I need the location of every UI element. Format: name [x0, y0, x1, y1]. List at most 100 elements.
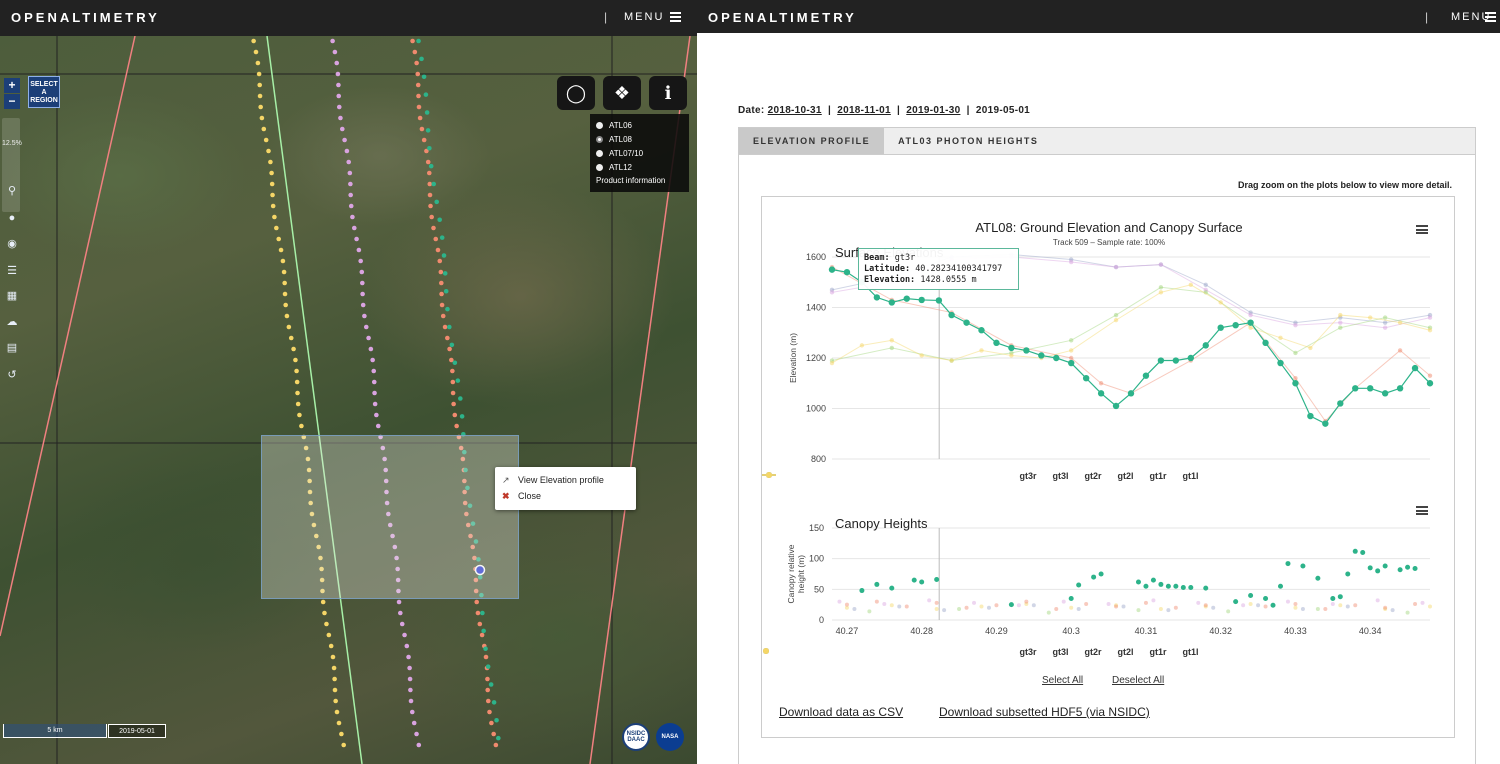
track-point: [268, 159, 273, 165]
legend-item-gt3l[interactable]: gt3l: [762, 471, 1068, 481]
track-point: [257, 82, 262, 88]
track-point: [336, 82, 341, 88]
cloud-icon[interactable]: ☁: [6, 316, 18, 328]
track-point: [269, 170, 274, 176]
chart-menu-icon[interactable]: [1416, 225, 1428, 234]
track-point: [442, 271, 448, 276]
product-option-atl08[interactable]: ATL08: [596, 132, 683, 146]
data-point-gt1l: [1024, 602, 1029, 607]
satellite-map[interactable]: + − SELECT A REGION 12.5% ⚲ ● ◉ ☰ ▦ ☁ ▤ …: [0, 36, 697, 764]
menu-button[interactable]: MENU: [1451, 11, 1492, 23]
zoom-slider[interactable]: [2, 118, 20, 212]
track-point: [414, 60, 419, 66]
data-point-gt3r: [1150, 577, 1156, 583]
product-option-atl06[interactable]: ATL06: [596, 118, 683, 132]
track-point: [284, 313, 290, 319]
reset-icon[interactable]: ↺: [7, 369, 17, 381]
select-region-button[interactable]: SELECT A REGION: [28, 76, 60, 108]
legend-item-gt1r[interactable]: gt1r: [762, 471, 1167, 481]
date-separator: |: [897, 105, 901, 116]
track-point: [399, 621, 405, 627]
track-point: [319, 577, 325, 583]
data-point-gt1l: [934, 606, 939, 611]
search-icon[interactable]: ⚲: [7, 185, 17, 197]
zoom-in-button[interactable]: +: [4, 78, 20, 93]
menu-button[interactable]: MENU: [624, 11, 665, 23]
track-point: [496, 735, 501, 741]
track-point: [390, 533, 395, 539]
brand-logo[interactable]: OPENALTIMETRY: [11, 10, 160, 25]
download-csv-link[interactable]: Download data as CSV: [779, 705, 904, 719]
track-point: [483, 646, 488, 652]
view-elevation-profile-option[interactable]: ↗ View Elevation profile: [502, 474, 604, 486]
track-point: [461, 449, 467, 455]
calendar-icon[interactable]: ▦: [6, 290, 18, 302]
data-point-gt1l: [979, 604, 984, 609]
selected-region-box[interactable]: [261, 435, 519, 599]
legend-item-gt2r[interactable]: gt2r: [762, 471, 1102, 481]
x-tick-label: 40.27: [836, 626, 859, 636]
pin-icon[interactable]: ●: [8, 212, 16, 224]
data-point-gt3r: [1412, 565, 1418, 571]
legend-label: gt2r: [1084, 471, 1102, 481]
data-point-gt3r: [1330, 596, 1336, 602]
globe-icon[interactable]: ◯: [557, 76, 595, 110]
legend-item-gt2l[interactable]: gt2l: [762, 471, 1134, 481]
track-point: [274, 225, 279, 231]
deselect-all-link[interactable]: Deselect All: [1112, 675, 1165, 686]
legend-item-gt1l[interactable]: gt1l: [762, 471, 1199, 481]
data-point-gt1r: [1069, 338, 1074, 343]
legend-item-gt1l[interactable]: gt1l: [763, 647, 1199, 657]
tags-icon[interactable]: ❖: [603, 76, 641, 110]
track-point: [419, 126, 425, 132]
track-point: [336, 93, 342, 99]
track-point: [255, 60, 261, 66]
close-option[interactable]: ✖ Close: [502, 490, 542, 502]
layers-icon[interactable]: ▤: [6, 342, 18, 354]
track-point: [347, 170, 353, 176]
legend-item-gt3l[interactable]: gt3l: [763, 647, 1068, 657]
product-option-atl07-10[interactable]: ATL07/10: [596, 146, 683, 160]
map-date[interactable]: 2019-05-01: [108, 724, 166, 738]
track-point: [439, 235, 445, 240]
data-point-gt2r: [1166, 608, 1171, 613]
track-point: [395, 566, 400, 572]
legend-item-gt3r[interactable]: gt3r: [763, 647, 1036, 657]
hamburger-icon[interactable]: [670, 12, 681, 22]
date-link[interactable]: 2018-11-01: [837, 105, 891, 116]
track-point: [297, 412, 302, 418]
profile-tabs: ELEVATION PROFILE ATL03 PHOTON HEIGHTS: [738, 127, 1476, 155]
download-hdf5-link[interactable]: Download subsetted HDF5 (via NSIDC): [939, 705, 1150, 719]
track-point: [450, 379, 456, 385]
tab-elevation-profile[interactable]: ELEVATION PROFILE: [739, 128, 885, 154]
target-icon[interactable]: ◉: [7, 238, 17, 250]
track-point: [452, 360, 458, 366]
tab-atl03-photon-heights[interactable]: ATL03 PHOTON HEIGHTS: [898, 136, 1039, 146]
legend-item-gt1r[interactable]: gt1r: [763, 647, 1167, 657]
track-point: [473, 539, 479, 544]
legend-item-gt2r[interactable]: gt2r: [763, 647, 1102, 657]
select-all-link[interactable]: Select All: [1042, 675, 1084, 686]
product-option-atl12[interactable]: ATL12: [596, 160, 683, 174]
legend-item-gt2l[interactable]: gt2l: [763, 647, 1134, 657]
track-point: [438, 280, 444, 286]
track-point: [441, 253, 447, 258]
zoom-out-button[interactable]: −: [4, 94, 20, 109]
date-link[interactable]: 2018-10-31: [767, 105, 822, 116]
list-icon[interactable]: ☰: [7, 265, 17, 277]
info-icon[interactable]: ℹ: [649, 76, 687, 110]
data-point-gt3l: [904, 604, 909, 609]
track-point: [251, 38, 256, 44]
track-point: [336, 720, 342, 726]
track-point: [479, 592, 484, 598]
brand-logo[interactable]: OPENALTIMETRY: [708, 10, 857, 25]
product-information-link[interactable]: Product information: [596, 176, 666, 185]
chart-menu-icon[interactable]: [1416, 506, 1428, 515]
data-point-gt3l: [1024, 599, 1029, 604]
hamburger-icon[interactable]: [1485, 12, 1496, 22]
track-point: [354, 236, 359, 242]
date-link[interactable]: 2019-01-30: [906, 105, 961, 116]
track-point: [421, 137, 427, 143]
legend-item-gt3r[interactable]: gt3r: [762, 471, 1036, 481]
data-point-gt2l: [972, 600, 977, 605]
